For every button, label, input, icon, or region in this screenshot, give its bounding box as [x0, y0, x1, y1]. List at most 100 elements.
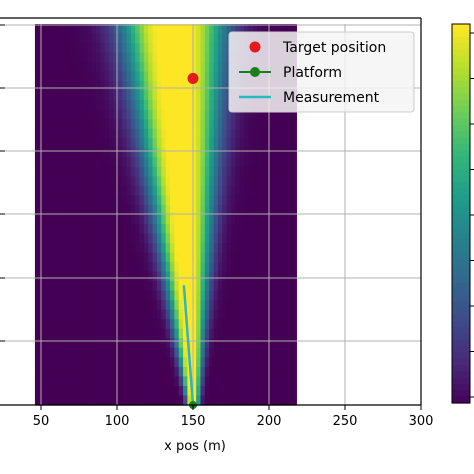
- heatmap-cell: [235, 281, 241, 292]
- heatmap-cell: [126, 290, 132, 301]
- heatmap-cell: [69, 319, 75, 330]
- heatmap-cell: [91, 347, 97, 358]
- heatmap-cell: [122, 357, 128, 368]
- heatmap-cell: [65, 90, 71, 101]
- x-tick-label: 200: [257, 414, 282, 429]
- heatmap-cell: [265, 347, 271, 358]
- heatmap-cell: [209, 366, 215, 378]
- heatmap-cell: [191, 43, 197, 54]
- heatmap-cell: [213, 319, 219, 330]
- heatmap-cell: [217, 166, 223, 178]
- heatmap-cell: [156, 90, 162, 101]
- heatmap-cell: [95, 224, 101, 235]
- heatmap-cell: [91, 262, 97, 273]
- heatmap-cell: [204, 385, 210, 397]
- heatmap-cell: [270, 385, 276, 397]
- x-tick-label: 100: [105, 414, 130, 429]
- heatmap-cell: [196, 138, 202, 149]
- heatmap-cell: [143, 309, 149, 320]
- heatmap-cell: [34, 195, 40, 206]
- heatmap-cell: [56, 204, 62, 216]
- heatmap-cell: [244, 157, 250, 168]
- heatmap-cell: [174, 262, 180, 273]
- heatmap-cell: [178, 309, 184, 320]
- heatmap-cell: [34, 52, 40, 63]
- target-position-marker: [187, 72, 199, 84]
- heatmap-cell: [43, 195, 49, 206]
- heatmap-cell: [122, 309, 128, 320]
- heatmap-cell: [47, 338, 53, 349]
- heatmap-cell: [135, 119, 141, 130]
- heatmap-cell: [161, 338, 167, 349]
- heatmap-cell: [213, 128, 219, 139]
- heatmap-cell: [69, 52, 75, 63]
- heatmap-cell: [126, 147, 132, 158]
- heatmap-cell: [287, 271, 293, 282]
- heatmap-cell: [78, 195, 84, 206]
- heatmap-cell: [191, 290, 197, 301]
- heatmap-cell: [126, 252, 132, 263]
- heatmap-cell: [108, 195, 114, 206]
- heatmap-cell: [108, 119, 114, 130]
- heatmap-cell: [292, 252, 297, 263]
- heatmap-cell: [170, 224, 175, 235]
- axes-layer: 50 100 150 200 250 300: [0, 17, 433, 429]
- heatmap-cell: [283, 281, 289, 292]
- heatmap-cell: [161, 90, 167, 101]
- heatmap-cell: [139, 319, 145, 330]
- heatmap-cell: [270, 243, 276, 254]
- heatmap-cell: [82, 62, 88, 73]
- heatmap-cell: [117, 347, 123, 358]
- heatmap-cell: [248, 300, 254, 311]
- heatmap-cell: [278, 328, 284, 339]
- heatmap-cell: [165, 109, 171, 120]
- heatmap-cell: [204, 395, 210, 406]
- heatmap-cell: [69, 224, 75, 235]
- heatmap-cell: [152, 366, 158, 378]
- heatmap-cell: [104, 24, 110, 35]
- heatmap-cell: [47, 62, 53, 73]
- heatmap-cell: [217, 157, 223, 168]
- heatmap-cell: [209, 214, 215, 225]
- heatmap-cell: [235, 157, 241, 168]
- heatmap-cell: [287, 281, 293, 292]
- heatmap-cell: [139, 309, 145, 320]
- heatmap-cell: [113, 71, 119, 82]
- heatmap-cell: [39, 319, 45, 330]
- colorbar-band: [452, 371, 470, 379]
- heatmap-cell: [148, 357, 154, 368]
- x-tick-label: 150: [181, 414, 206, 429]
- heatmap-cell: [196, 252, 202, 263]
- heatmap-cell: [213, 166, 219, 178]
- heatmap-cell: [47, 43, 53, 54]
- heatmap-cell: [78, 309, 84, 320]
- heatmap-cell: [152, 281, 158, 292]
- heatmap-cell: [200, 109, 206, 120]
- heatmap-cell: [274, 271, 280, 282]
- heatmap-cell: [165, 185, 171, 197]
- heatmap-cell: [178, 128, 184, 139]
- heatmap-cell: [196, 214, 202, 225]
- heatmap-cell: [43, 395, 49, 406]
- heatmap-cell: [139, 128, 145, 139]
- heatmap-cell: [161, 214, 167, 225]
- heatmap-cell: [252, 233, 258, 244]
- heatmap-cell: [135, 138, 141, 149]
- heatmap-cell: [165, 290, 171, 301]
- heatmap-cell: [69, 176, 75, 187]
- heatmap-cell: [222, 328, 228, 339]
- heatmap-cell: [135, 185, 141, 197]
- heatmap-cell: [244, 233, 250, 244]
- heatmap-cell: [104, 271, 110, 282]
- heatmap-cell: [270, 157, 276, 168]
- heatmap-cell: [265, 300, 271, 311]
- heatmap-cell: [34, 185, 40, 197]
- heatmap-cell: [130, 338, 136, 349]
- heatmap-cell: [52, 328, 58, 339]
- heatmap-cell: [217, 128, 223, 139]
- heatmap-cell: [122, 109, 128, 120]
- heatmap-cell: [100, 24, 106, 35]
- heatmap-cell: [52, 138, 58, 149]
- heatmap-cell: [91, 24, 97, 35]
- heatmap-cell: [156, 204, 162, 216]
